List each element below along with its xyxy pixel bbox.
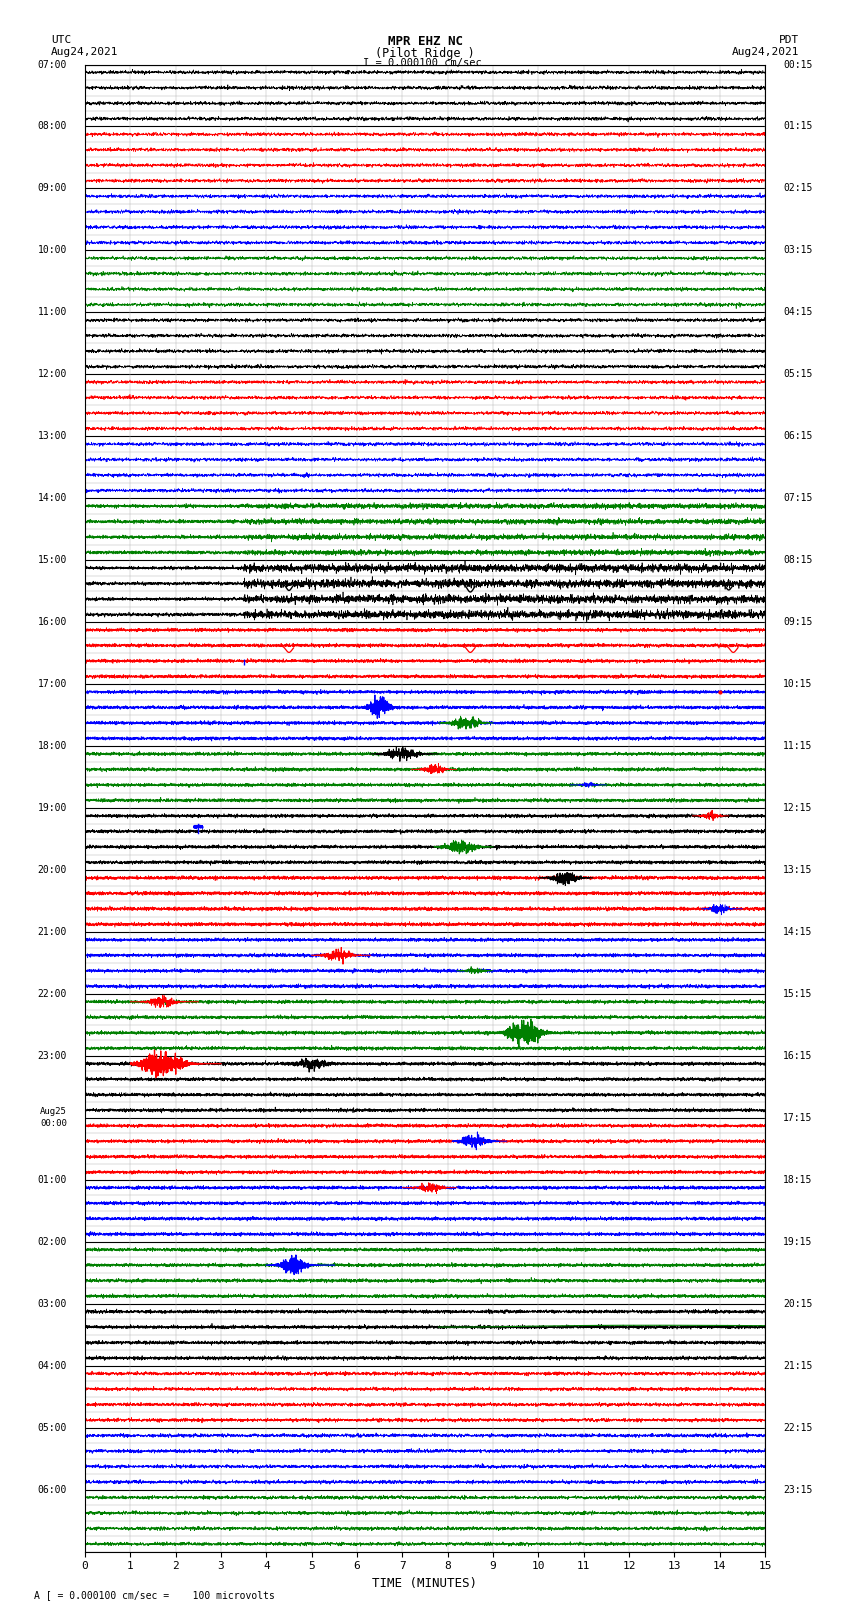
- Text: 11:00: 11:00: [37, 308, 67, 318]
- Text: 13:15: 13:15: [783, 865, 813, 876]
- Text: 05:00: 05:00: [37, 1423, 67, 1432]
- Text: 22:15: 22:15: [783, 1423, 813, 1432]
- Text: 08:15: 08:15: [783, 555, 813, 565]
- Text: 19:00: 19:00: [37, 803, 67, 813]
- Text: 21:15: 21:15: [783, 1361, 813, 1371]
- Text: 17:00: 17:00: [37, 679, 67, 689]
- Text: Aug25: Aug25: [40, 1108, 67, 1116]
- Text: 02:15: 02:15: [783, 184, 813, 194]
- Text: 23:15: 23:15: [783, 1484, 813, 1495]
- Text: 14:15: 14:15: [783, 927, 813, 937]
- Text: 07:15: 07:15: [783, 494, 813, 503]
- Text: 12:00: 12:00: [37, 369, 67, 379]
- Text: 18:00: 18:00: [37, 740, 67, 752]
- Text: 23:00: 23:00: [37, 1052, 67, 1061]
- Text: 16:15: 16:15: [783, 1052, 813, 1061]
- Text: 10:00: 10:00: [37, 245, 67, 255]
- Text: 13:00: 13:00: [37, 431, 67, 442]
- Text: 22:00: 22:00: [37, 989, 67, 998]
- Text: 20:15: 20:15: [783, 1298, 813, 1308]
- Text: 01:00: 01:00: [37, 1174, 67, 1186]
- Text: 03:00: 03:00: [37, 1298, 67, 1308]
- Text: 15:00: 15:00: [37, 555, 67, 565]
- Text: 21:00: 21:00: [37, 927, 67, 937]
- Text: 01:15: 01:15: [783, 121, 813, 132]
- Text: 03:15: 03:15: [783, 245, 813, 255]
- Text: Aug24,2021: Aug24,2021: [51, 47, 118, 56]
- Text: 15:15: 15:15: [783, 989, 813, 998]
- Text: 12:15: 12:15: [783, 803, 813, 813]
- Text: 16:00: 16:00: [37, 618, 67, 627]
- Text: 14:00: 14:00: [37, 494, 67, 503]
- Text: PDT: PDT: [779, 35, 799, 45]
- Text: 00:00: 00:00: [40, 1119, 67, 1129]
- Text: 04:15: 04:15: [783, 308, 813, 318]
- Text: UTC: UTC: [51, 35, 71, 45]
- Text: 17:15: 17:15: [783, 1113, 813, 1123]
- Text: 07:00: 07:00: [37, 60, 67, 69]
- Text: 08:00: 08:00: [37, 121, 67, 132]
- Text: 02:00: 02:00: [37, 1237, 67, 1247]
- Text: 09:00: 09:00: [37, 184, 67, 194]
- Text: 19:15: 19:15: [783, 1237, 813, 1247]
- Text: 10:15: 10:15: [783, 679, 813, 689]
- Text: Aug24,2021: Aug24,2021: [732, 47, 799, 56]
- Text: 00:15: 00:15: [783, 60, 813, 69]
- Text: (Pilot Ridge ): (Pilot Ridge ): [375, 47, 475, 60]
- Text: 06:15: 06:15: [783, 431, 813, 442]
- Text: 20:00: 20:00: [37, 865, 67, 876]
- Text: A [ = 0.000100 cm/sec =    100 microvolts: A [ = 0.000100 cm/sec = 100 microvolts: [34, 1590, 275, 1600]
- Text: 04:00: 04:00: [37, 1361, 67, 1371]
- X-axis label: TIME (MINUTES): TIME (MINUTES): [372, 1578, 478, 1590]
- Text: 05:15: 05:15: [783, 369, 813, 379]
- Text: 18:15: 18:15: [783, 1174, 813, 1186]
- Text: 11:15: 11:15: [783, 740, 813, 752]
- Text: MPR EHZ NC: MPR EHZ NC: [388, 35, 462, 48]
- Text: I = 0.000100 cm/sec: I = 0.000100 cm/sec: [363, 58, 482, 68]
- Text: 06:00: 06:00: [37, 1484, 67, 1495]
- Text: 09:15: 09:15: [783, 618, 813, 627]
